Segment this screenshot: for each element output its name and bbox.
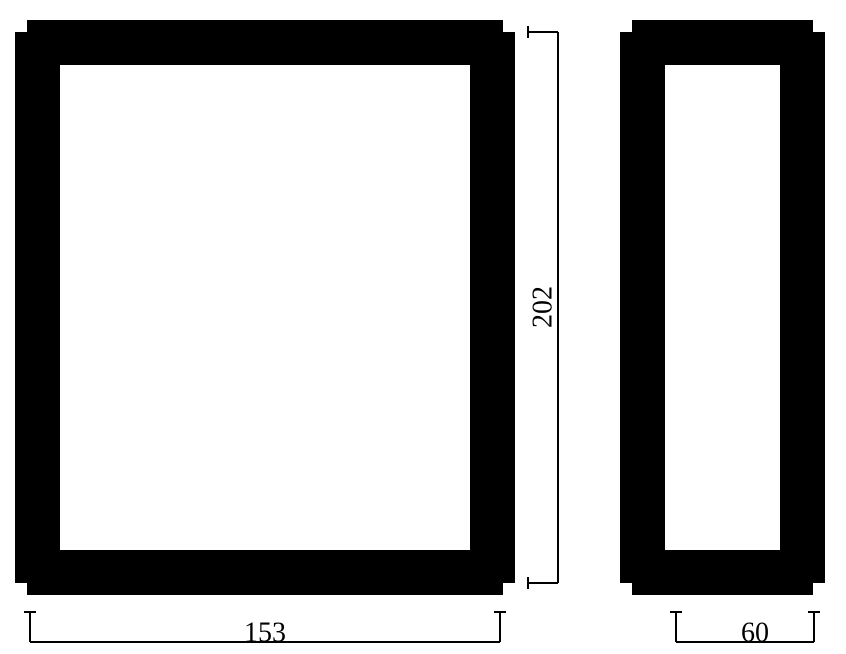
dim-front-width: 153 — [244, 617, 286, 648]
dim-front-height: 202 — [527, 286, 558, 328]
dim-side-width: 60 — [741, 617, 769, 648]
